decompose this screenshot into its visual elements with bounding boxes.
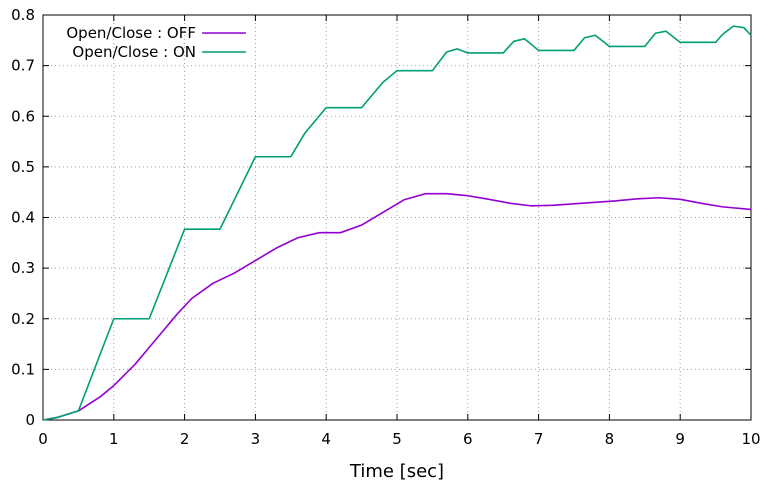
x-tick-label: 6 bbox=[463, 430, 473, 448]
y-tick-label: 0.8 bbox=[11, 6, 35, 24]
x-tick-label: 4 bbox=[321, 430, 331, 448]
x-tick-label: 0 bbox=[38, 430, 48, 448]
y-tick-label: 0.1 bbox=[11, 360, 35, 378]
y-tick-label: 0.5 bbox=[11, 158, 35, 176]
x-tick-label: 2 bbox=[180, 430, 190, 448]
x-tick-label: 9 bbox=[675, 430, 685, 448]
y-tick-label: 0 bbox=[25, 411, 35, 429]
x-axis-title: Time [sec] bbox=[349, 461, 444, 482]
series-line-0 bbox=[42, 192, 752, 421]
x-tick-label: 1 bbox=[109, 430, 119, 448]
y-tick-label: 0.6 bbox=[11, 107, 35, 125]
x-tick-label: 8 bbox=[605, 430, 615, 448]
x-tick-label: 7 bbox=[534, 430, 544, 448]
y-tick-label: 0.2 bbox=[11, 310, 35, 328]
grid bbox=[42, 14, 752, 421]
x-tick-label: 5 bbox=[392, 430, 402, 448]
x-tick-label: 3 bbox=[251, 430, 261, 448]
series-group bbox=[42, 25, 752, 421]
ticks: 0 1 2 3 4 5 6 7 8 9 10 0 0.1 0.2 0.3 0.4 0.5 0.6 0.7 0.8 bbox=[11, 6, 760, 448]
x-tick-label: 10 bbox=[741, 430, 760, 448]
y-tick-label: 0.7 bbox=[11, 57, 35, 75]
legend-label-1: Open/Close : ON bbox=[72, 43, 196, 61]
y-tick-label: 0.3 bbox=[11, 259, 35, 277]
y-tick-label: 0.4 bbox=[11, 209, 35, 227]
legend-label-0: Open/Close : OFF bbox=[66, 24, 196, 42]
series-line-1 bbox=[42, 25, 752, 421]
